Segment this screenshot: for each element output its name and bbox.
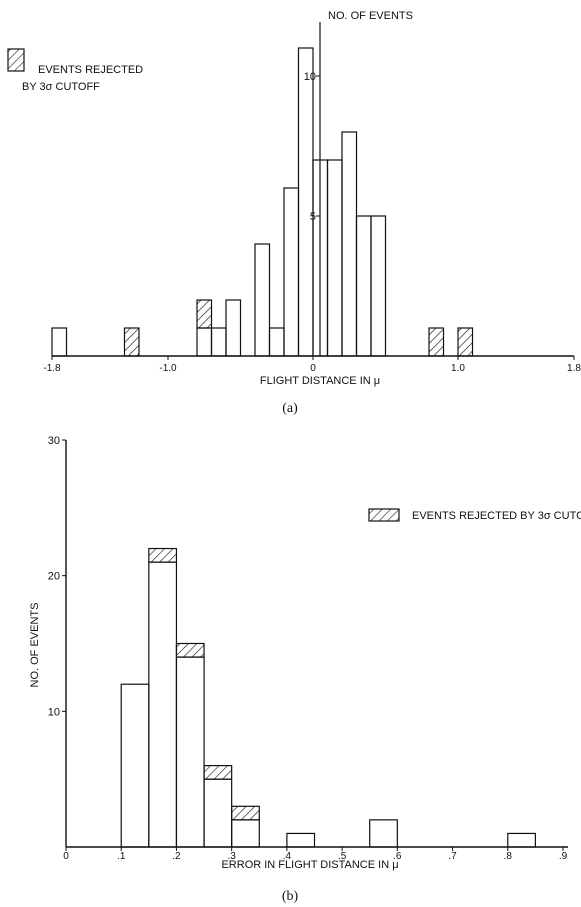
panel-b-bar-2 [175,656,205,848]
panel-b-bar-4 [231,819,260,848]
panel-b-bars [120,547,536,848]
panel-a-y-axis-title: NO. OF EVENTS [328,10,413,22]
panel-a-bars [51,47,474,357]
panel-b-legend-swatch [368,508,400,522]
panel-a-x-tick-label-2: 0 [310,363,316,374]
panel-b-x-tick-label-6: .6 [393,851,402,862]
panel-a-legend: EVENTS REJECTED BY 3σ CUTOFF [7,48,143,93]
panel-a-bar-8 [297,47,314,357]
panel-b-x-tick-label-5: .5 [338,851,347,862]
panel-b-x-tick-label-0: 0 [63,851,69,862]
panel-b-rejected-bar-4 [231,805,260,821]
panel-a-bar-3 [210,327,227,357]
panel-b-legend: EVENTS REJECTED BY 3σ CUTOFF [368,508,581,522]
panel-b-rejected-bar-3 [203,764,233,780]
panel-b-rejected-bar-1 [148,547,178,563]
panel-a-x-tick-label-0: -1.8 [43,363,61,374]
panel-a-y-tick-label-0: 5 [310,211,316,223]
panel-b-x-tick-label-4: .4 [283,851,292,862]
panel-a-caption: (a) [282,401,298,416]
panel-b-y-axis-title: NO. OF EVENTS [29,603,41,688]
panel-a-bar-4 [225,299,242,357]
panel-a-legend-line1: EVENTS REJECTED [38,64,143,76]
panel-b-bar-5 [286,832,316,848]
panel-b-x-axis-title: ERROR IN FLIGHT DISTANCE IN μ [221,859,398,871]
panel-b-bar-3 [203,778,233,848]
panel-b-bar-7 [507,832,536,848]
panel-b-x-tick-label-1: .1 [117,851,126,862]
panel-a-bar-0 [51,327,68,357]
panel-b-y-tick-label-1: 20 [48,571,60,583]
panel-b-x-tick-label-8: .8 [504,851,513,862]
panel-a-ticks: -1.8 -1.0 0 1.0 1.8 5 10 [43,71,581,374]
panel-b-bar-6 [369,819,398,848]
panel-a-bar-6 [268,327,285,357]
panel-a-rejected-bar-14 [428,327,445,357]
panel-a-x-axis-title: FLIGHT DISTANCE IN μ [260,375,380,387]
panel-a-x-tick-label-4: 1.8 [567,363,581,374]
panel-a-bar-10 [326,159,343,357]
panel-a-rejected-bar-2 [196,299,213,329]
panel-b-bar-1 [148,561,178,848]
panel-a-y-tick-label-1: 10 [304,71,316,83]
panel-a-bar-2 [196,327,213,357]
panel-b-x-tick-label-7: .7 [448,851,457,862]
panel-a-rejected-bar-1 [123,327,140,357]
panel-b-y-tick-label-0: 10 [48,706,60,718]
panel-b-bar-0 [120,683,150,848]
panel-b-x-tick-label-3: .3 [227,851,236,862]
panel-a-rejected-bar-15 [457,327,474,357]
panel-a-bar-5 [254,243,271,357]
panel-a-bar-13 [370,215,387,357]
panel-a-bar-11 [341,131,358,357]
panel-a-legend-swatch [7,48,25,72]
panel-a-chart: -1.8 -1.0 0 1.0 1.8 5 10 NO. OF EVENTS FLIGHT … [7,10,581,416]
panel-b-rejected-bar-2 [175,642,205,658]
panel-b-y-tick-label-2: 30 [48,435,60,447]
panel-a-bar-12 [355,215,372,357]
panel-a-x-tick-label-1: -1.0 [159,363,177,374]
panel-b-ticks: 0 .1 .2 .3 .4 .5 .6 .7 .8 .9 10 20 30 [48,435,568,862]
panel-b-x-tick-label-9: .9 [559,851,568,862]
panel-b-caption: (b) [282,889,299,904]
panel-b-x-tick-label-2: .2 [172,851,181,862]
panel-a-x-tick-label-3: 1.0 [451,363,465,374]
panel-a-legend-line2: BY 3σ CUTOFF [22,81,100,93]
panel-a-bar-7 [283,187,300,357]
panel-b-legend-text: EVENTS REJECTED BY 3σ CUTOFF [412,510,581,522]
